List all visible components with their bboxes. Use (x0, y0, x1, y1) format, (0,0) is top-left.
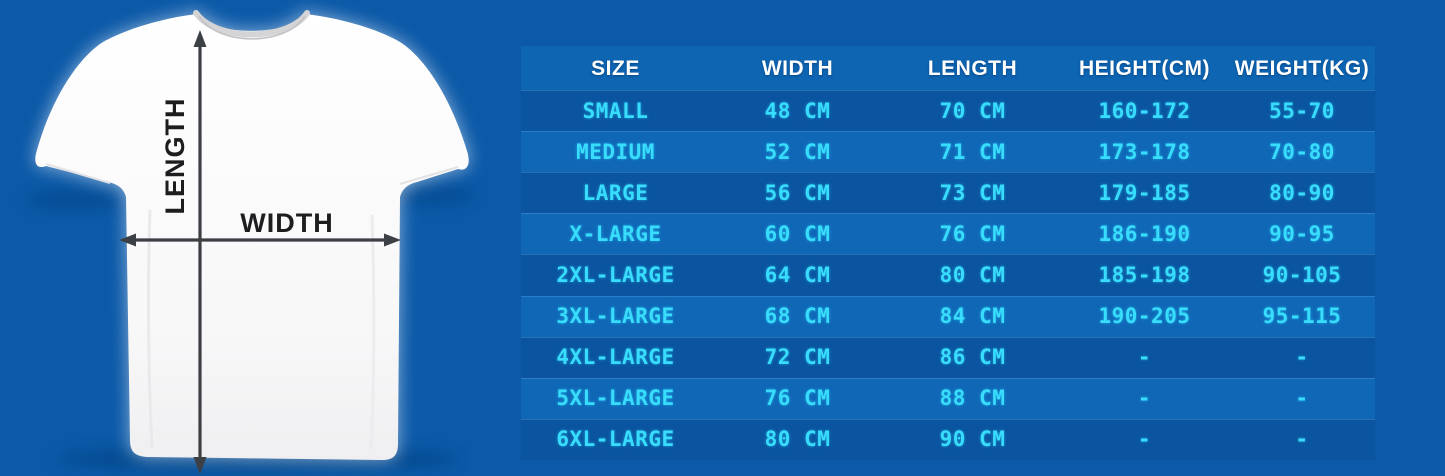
sleeve-shadow-right (385, 184, 475, 206)
length-cell: 71 CM (939, 139, 1006, 164)
table-row-6xl-large: 6XL-LARGE 80 CM 90 CM - - (521, 418, 1375, 460)
column-header-height: HEIGHT(CM) (1079, 56, 1210, 80)
height-cell: - (1137, 345, 1152, 370)
sleeve-seam-left (45, 163, 111, 184)
column-header-length: LENGTH (927, 56, 1018, 80)
length-cell: 80 CM (939, 263, 1006, 287)
length-cell: 73 CM (939, 180, 1006, 205)
width-cell: 76 CM (764, 386, 831, 411)
size-cell: MEDIUM (576, 139, 655, 164)
length-arrow (193, 30, 207, 474)
height-cell: 179-185 (1098, 180, 1191, 205)
length-cell: 88 CM (939, 386, 1006, 411)
weight-cell: 80-90 (1269, 180, 1335, 205)
size-cell: 5XL-LARGE (556, 386, 675, 411)
size-cell: 3XL-LARGE (556, 304, 675, 329)
length-cell: 86 CM (939, 345, 1006, 370)
weight-cell: 90-95 (1269, 221, 1335, 246)
fold-line-right (369, 214, 376, 451)
height-cell: - (1137, 386, 1152, 411)
width-label: WIDTH (240, 208, 333, 238)
length-cell: 70 CM (939, 98, 1006, 123)
weight-cell: 70-80 (1269, 139, 1335, 164)
width-cell: 80 CM (764, 427, 831, 452)
size-cell: SMALL (582, 98, 649, 123)
length-cell: 76 CM (939, 221, 1006, 246)
tshirt-diagram: LENGTH WIDTH (0, 0, 500, 476)
table-row-x-large: X-LARGE 60 CM 76 CM 186-190 90-95 (521, 213, 1375, 255)
height-cell: - (1137, 427, 1152, 452)
width-cell: 56 CM (764, 180, 831, 205)
collar-line (193, 10, 310, 38)
height-cell: 186-190 (1098, 221, 1191, 246)
size-table: SIZE WIDTH LENGTH HEIGHT(CM) WEIGHT(KG) … (521, 46, 1375, 460)
weight-cell: - (1295, 386, 1309, 411)
size-cell: 2XL-LARGE (556, 263, 675, 287)
length-label: LENGTH (160, 98, 190, 215)
width-cell: 52 CM (764, 139, 831, 164)
height-cell: 160-172 (1098, 98, 1191, 123)
table-row-2xl-large: 2XL-LARGE 64 CM 80 CM 185-198 90-105 (521, 254, 1375, 296)
size-cell: X-LARGE (569, 221, 662, 246)
weight-cell: 55-70 (1269, 98, 1335, 123)
table-header-row: SIZE WIDTH LENGTH HEIGHT(CM) WEIGHT(KG) (521, 46, 1375, 91)
size-cell: LARGE (582, 180, 649, 205)
width-arrow (119, 233, 401, 247)
width-cell: 72 CM (764, 345, 831, 370)
size-cell: 6XL-LARGE (556, 427, 675, 452)
weight-cell: - (1295, 427, 1309, 452)
sleeve-seam-right (399, 166, 459, 185)
weight-cell: 90-105 (1262, 263, 1342, 287)
table-row-large: LARGE 56 CM 73 CM 179-185 80-90 (521, 172, 1375, 214)
tshirt-shape (35, 10, 469, 460)
width-cell: 48 CM (764, 98, 831, 123)
column-header-size: SIZE (591, 56, 640, 80)
width-cell: 68 CM (764, 304, 831, 329)
weight-cell: - (1295, 345, 1309, 370)
table-row-4xl-large: 4XL-LARGE 72 CM 86 CM - - (521, 336, 1375, 378)
collar-inner-line (198, 15, 306, 40)
sleeve-shadow-left (27, 189, 123, 211)
column-header-weight: WEIGHT(KG) (1234, 56, 1370, 80)
width-cell: 60 CM (764, 221, 831, 246)
table-row-small: SMALL 48 CM 70 CM 160-172 55-70 (521, 90, 1375, 132)
weight-cell: 95-115 (1262, 304, 1342, 329)
tshirt-illustration: LENGTH WIDTH (27, 10, 475, 474)
table-row-5xl-large: 5XL-LARGE 76 CM 88 CM - - (521, 377, 1375, 419)
height-cell: 185-198 (1098, 263, 1191, 287)
height-cell: 173-178 (1098, 139, 1191, 164)
width-cell: 64 CM (764, 263, 831, 287)
length-cell: 84 CM (939, 304, 1006, 329)
size-cell: 4XL-LARGE (556, 345, 675, 370)
length-cell: 90 CM (939, 427, 1006, 452)
table-row-medium: MEDIUM 52 CM 71 CM 173-178 70-80 (521, 131, 1375, 173)
table-row-3xl-large: 3XL-LARGE 68 CM 84 CM 190-205 95-115 (521, 295, 1375, 337)
fold-line-left (147, 209, 154, 449)
height-cell: 190-205 (1098, 304, 1191, 329)
column-header-width: WIDTH (761, 56, 834, 80)
